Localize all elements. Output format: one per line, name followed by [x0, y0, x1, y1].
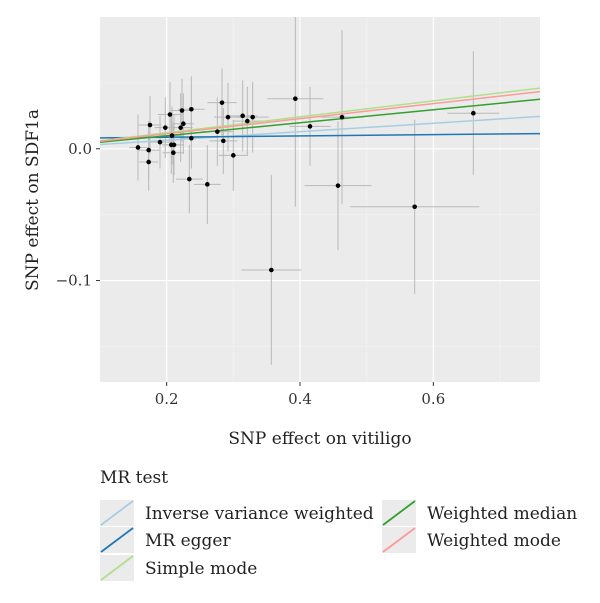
data-point: [167, 112, 173, 117]
data-point: [250, 114, 255, 120]
data-point: [181, 121, 186, 127]
legend-title: MR test: [100, 468, 168, 488]
data-point: [471, 110, 476, 116]
data-point: [146, 147, 151, 153]
x-axis-title: SNP effect on vitiligo: [228, 429, 411, 449]
legend: MR test Inverse variance weighted MR egge…: [100, 468, 577, 581]
data-point: [245, 118, 250, 124]
data-point: [240, 113, 245, 119]
data-point: [215, 129, 220, 134]
data-point: [163, 125, 168, 130]
legend-label: Weighted mode: [427, 531, 561, 551]
data-point: [225, 114, 231, 120]
data-point: [135, 145, 141, 150]
legend-key-line: [100, 500, 134, 526]
axis-ticks: 0.2 0.4 0.6 0.0 −0.1: [56, 140, 446, 408]
x-tick-label: 0.4: [288, 390, 312, 408]
data-points: [135, 96, 476, 273]
data-point: [169, 133, 175, 138]
y-tick-label: 0.0: [68, 140, 92, 158]
data-point: [269, 267, 274, 273]
x-tick-label: 0.2: [155, 390, 179, 408]
data-point: [189, 106, 194, 112]
data-point: [307, 124, 313, 129]
data-point: [147, 122, 153, 128]
legend-label: MR egger: [145, 531, 231, 551]
x-tick-label: 0.6: [421, 390, 445, 408]
data-point: [205, 182, 210, 187]
legend-label: Simple mode: [145, 559, 257, 579]
plot-panel: [100, 17, 540, 382]
legend-key-line: [382, 527, 416, 553]
data-point: [335, 183, 341, 188]
data-point: [157, 139, 163, 145]
data-point: [412, 204, 417, 210]
regression-line: [100, 90, 540, 142]
regression-line: [100, 115, 540, 146]
legend-key-line: [100, 555, 134, 581]
data-point: [219, 100, 225, 105]
data-point: [171, 150, 176, 156]
data-point: [189, 135, 194, 141]
data-point: [178, 125, 183, 130]
legend-key-line: [382, 500, 416, 526]
data-point: [221, 138, 226, 144]
legend-label: Inverse variance weighted: [145, 504, 374, 524]
data-point: [293, 96, 298, 101]
y-axis-title: SNP effect on SDF1a: [23, 109, 43, 291]
legend-entries: Inverse variance weighted MR egger Simple …: [100, 500, 577, 581]
legend-key-line: [100, 527, 134, 553]
regression-line: [100, 87, 540, 142]
data-point: [146, 159, 151, 165]
y-tick-label: −0.1: [56, 272, 92, 290]
legend-label: Weighted median: [427, 504, 577, 524]
data-point: [171, 142, 177, 148]
data-point: [187, 176, 192, 182]
data-point: [339, 114, 345, 120]
data-point: [231, 153, 236, 158]
data-point: [179, 108, 185, 113]
